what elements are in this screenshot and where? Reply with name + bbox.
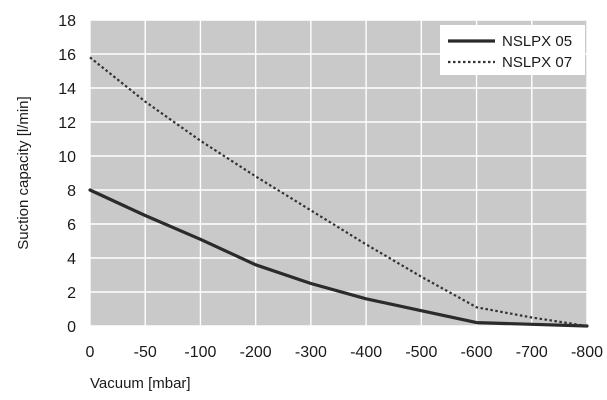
y-tick-label-1: 2 xyxy=(67,285,76,302)
legend-box xyxy=(440,25,585,75)
series-lines xyxy=(88,56,589,328)
legend-label-nslpx-07: NSLPX 07 xyxy=(502,54,572,71)
x-axis-title: Vacuum [mbar] xyxy=(90,375,191,392)
y-tick-label-5: 10 xyxy=(58,149,76,166)
x-tick-label-6: -500 xyxy=(405,344,437,361)
y-tick-label-3: 6 xyxy=(67,217,76,234)
x-tick-label-5: -400 xyxy=(350,344,382,361)
y-tick-label-7: 14 xyxy=(58,81,76,98)
x-tick-label-4: -300 xyxy=(295,344,327,361)
series-line-nslpx-07 xyxy=(89,56,588,328)
gridlines xyxy=(89,19,588,327)
y-tick-label-6: 12 xyxy=(58,115,76,132)
y-tick-labels: 0 2 4 6 8 10 12 14 16 18 xyxy=(58,13,76,336)
x-tick-label-7: -600 xyxy=(461,344,493,361)
y-tick-label-0: 0 xyxy=(67,319,76,336)
x-tick-label-8: -700 xyxy=(516,344,548,361)
x-tick-label-3: -200 xyxy=(240,344,272,361)
legend-label-nslpx-05: NSLPX 05 xyxy=(502,33,572,50)
y-tick-label-9: 18 xyxy=(58,13,76,30)
x-tick-label-0: 0 xyxy=(86,344,95,361)
x-tick-label-1: -50 xyxy=(134,344,157,361)
y-tick-label-8: 16 xyxy=(58,47,76,64)
y-tick-label-4: 8 xyxy=(67,183,76,200)
series-line-nslpx-05 xyxy=(88,188,589,328)
legend: NSLPX 05 NSLPX 07 xyxy=(440,25,585,75)
x-tick-labels: 0 -50 -100 -200 -300 -400 -500 -600 -700 -800 xyxy=(86,344,604,361)
x-tick-label-2: -100 xyxy=(184,344,216,361)
x-tick-label-9: -800 xyxy=(571,344,603,361)
y-axis-title: Suction capacity [l/min] xyxy=(15,96,32,249)
y-tick-label-2: 4 xyxy=(67,251,76,268)
